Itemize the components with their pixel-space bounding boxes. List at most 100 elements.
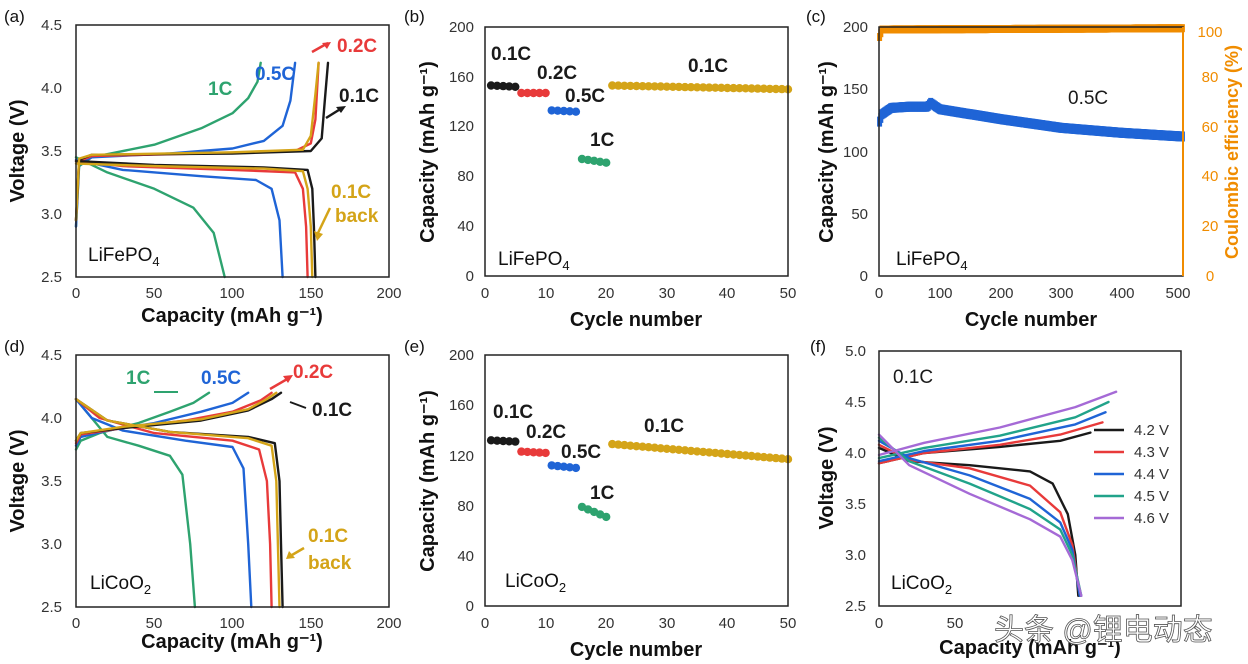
material-subscript: 4 (562, 258, 569, 273)
point-0-1c-seg4 (711, 83, 720, 92)
y-tick-label: 200 (843, 19, 868, 36)
material-subscript: 2 (559, 580, 566, 595)
point-0-1c-seg4 (614, 81, 623, 90)
y-tick-label: 50 (851, 206, 868, 223)
point-0-1c-seg4 (723, 83, 732, 93)
curve-4-4-v-discharge (877, 439, 1081, 597)
y-tick-label: 3.5 (41, 473, 62, 490)
point-0-2c-seg1 (523, 88, 532, 98)
curve-4-6-v-charge (877, 390, 1118, 457)
point-0-1c-seg4 (741, 451, 750, 460)
material-label: LiCoO2 (505, 571, 566, 595)
x-tick-label: 50 (780, 285, 797, 302)
point-0-2c-seg1 (523, 447, 532, 457)
point-0-1c-seg4 (753, 452, 762, 461)
point-0-1c-seg4 (771, 84, 781, 94)
y-ticks: 2.5 3.0 3.5 4.0 4.5 (41, 347, 62, 616)
point-0-1c-seg4 (735, 84, 744, 93)
curve-0-2c-charge (74, 61, 320, 222)
y-ticks: 2.5 3.0 3.5 4.0 4.5 (41, 17, 62, 286)
curve-0-1c-back-discharge (74, 397, 281, 609)
y-tick-label: 4.0 (845, 445, 866, 462)
point-0-1c-seg4 (632, 81, 641, 91)
x-tick-label: 30 (659, 615, 676, 632)
plot-frame (75, 24, 390, 278)
material-subscript: 2 (144, 582, 151, 597)
x-tick-label: 50 (146, 285, 163, 302)
point-0-1c-seg0 (511, 82, 520, 92)
leader-0-1c (289, 401, 307, 409)
panel-label: (d) (4, 337, 25, 356)
x-tick-label: 400 (1109, 285, 1134, 302)
x-tick-label: 200 (988, 285, 1013, 302)
y2-tick-label: 0 (1206, 268, 1214, 285)
point-0-1c-seg4 (699, 83, 708, 92)
point-0-2c-seg1 (535, 448, 544, 457)
y2-axis-label: Coulombic efficiency (%) (1222, 45, 1242, 259)
point-0-1c-seg4 (620, 81, 629, 91)
arrowhead-0-1c-back (286, 551, 295, 559)
y-tick-label: 3.5 (845, 496, 866, 513)
data-points (877, 24, 1185, 142)
point-0-1c-seg4 (608, 439, 617, 449)
point-0-1c-seg4 (753, 84, 762, 93)
x-axis-label: Cycle number (570, 639, 702, 661)
point-0-1c-seg0 (511, 437, 520, 446)
point-0-1c-seg4 (608, 81, 617, 90)
material-formula: LiFePO (896, 249, 960, 270)
y-tick-label: 100 (843, 144, 868, 161)
y-tick-label: 4.0 (41, 410, 62, 427)
point-0-1c-seg4 (729, 83, 738, 93)
x-tick-label: 0 (72, 285, 80, 302)
panel-b: (b) 0 10 20 30 40 50 0 40 80 120 160 200… (404, 7, 796, 331)
panel-c: (c) 0 100 200 300 400 500 0 50 100 150 2… (806, 7, 1242, 331)
x-tick-label: 20 (598, 285, 615, 302)
x-axis-label: Capacity (mAh g⁻¹) (939, 637, 1121, 659)
rate-label-1c: 1C (208, 79, 233, 100)
x-tick-label: 100 (927, 285, 952, 302)
curve-0-1c-back-charge (74, 61, 320, 222)
rate-label-0-1c: 0.1C (491, 44, 531, 65)
point-1c-seg3 (602, 158, 611, 167)
x-tick-label: 500 (1165, 285, 1190, 302)
point-0-1c-seg4 (686, 83, 696, 92)
y-axis-label: Capacity (mAh g⁻¹) (816, 61, 838, 243)
material-formula: LiCoO (90, 573, 144, 594)
material-label: LiFePO4 (896, 249, 968, 273)
point-0-1c-seg4 (662, 444, 671, 453)
point-0-2c-seg1 (535, 88, 544, 98)
y2-tick-label: 40 (1202, 168, 1219, 185)
curves (74, 61, 330, 279)
x-tick-label: 0 (481, 285, 489, 302)
plot-frame (75, 354, 390, 608)
y-tick-label: 2.5 (845, 598, 866, 615)
y2-tick-label: 20 (1202, 218, 1219, 235)
data-points (486, 81, 793, 167)
y2-tick-label: 80 (1202, 69, 1219, 86)
y-tick-label: 2.5 (41, 269, 62, 286)
watermark: 头条 @锂电动态 (994, 614, 1213, 647)
rate-label-0-2c: 0.2C (293, 362, 333, 383)
x-tick-label: 50 (146, 615, 163, 632)
x-ticks: 0 50 (875, 615, 964, 632)
point-0-5c-seg2 (571, 463, 581, 473)
x-tick-label: 300 (1048, 285, 1073, 302)
material-label: LiCoO2 (90, 573, 151, 597)
x-axis-label: Capacity (mAh g⁻¹) (141, 305, 323, 327)
y-tick-label: 4.5 (41, 347, 62, 364)
point-0-1c-seg0 (499, 81, 508, 91)
point-0-1c-seg0 (492, 81, 502, 91)
x-tick-label: 10 (538, 615, 555, 632)
point-0-5c-seg2 (571, 107, 581, 116)
point-0-1c-seg4 (668, 445, 678, 454)
x-tick-label: 50 (780, 615, 797, 632)
material-formula: LiCoO (505, 571, 559, 592)
data-points (486, 436, 793, 522)
material-subscript: 4 (960, 258, 967, 273)
panel-label: (b) (404, 7, 425, 26)
y-tick-label: 2.5 (41, 599, 62, 616)
y-tick-label: 40 (457, 218, 474, 235)
point-0-1c-seg4 (777, 84, 787, 94)
y-tick-label: 4.0 (41, 80, 62, 97)
